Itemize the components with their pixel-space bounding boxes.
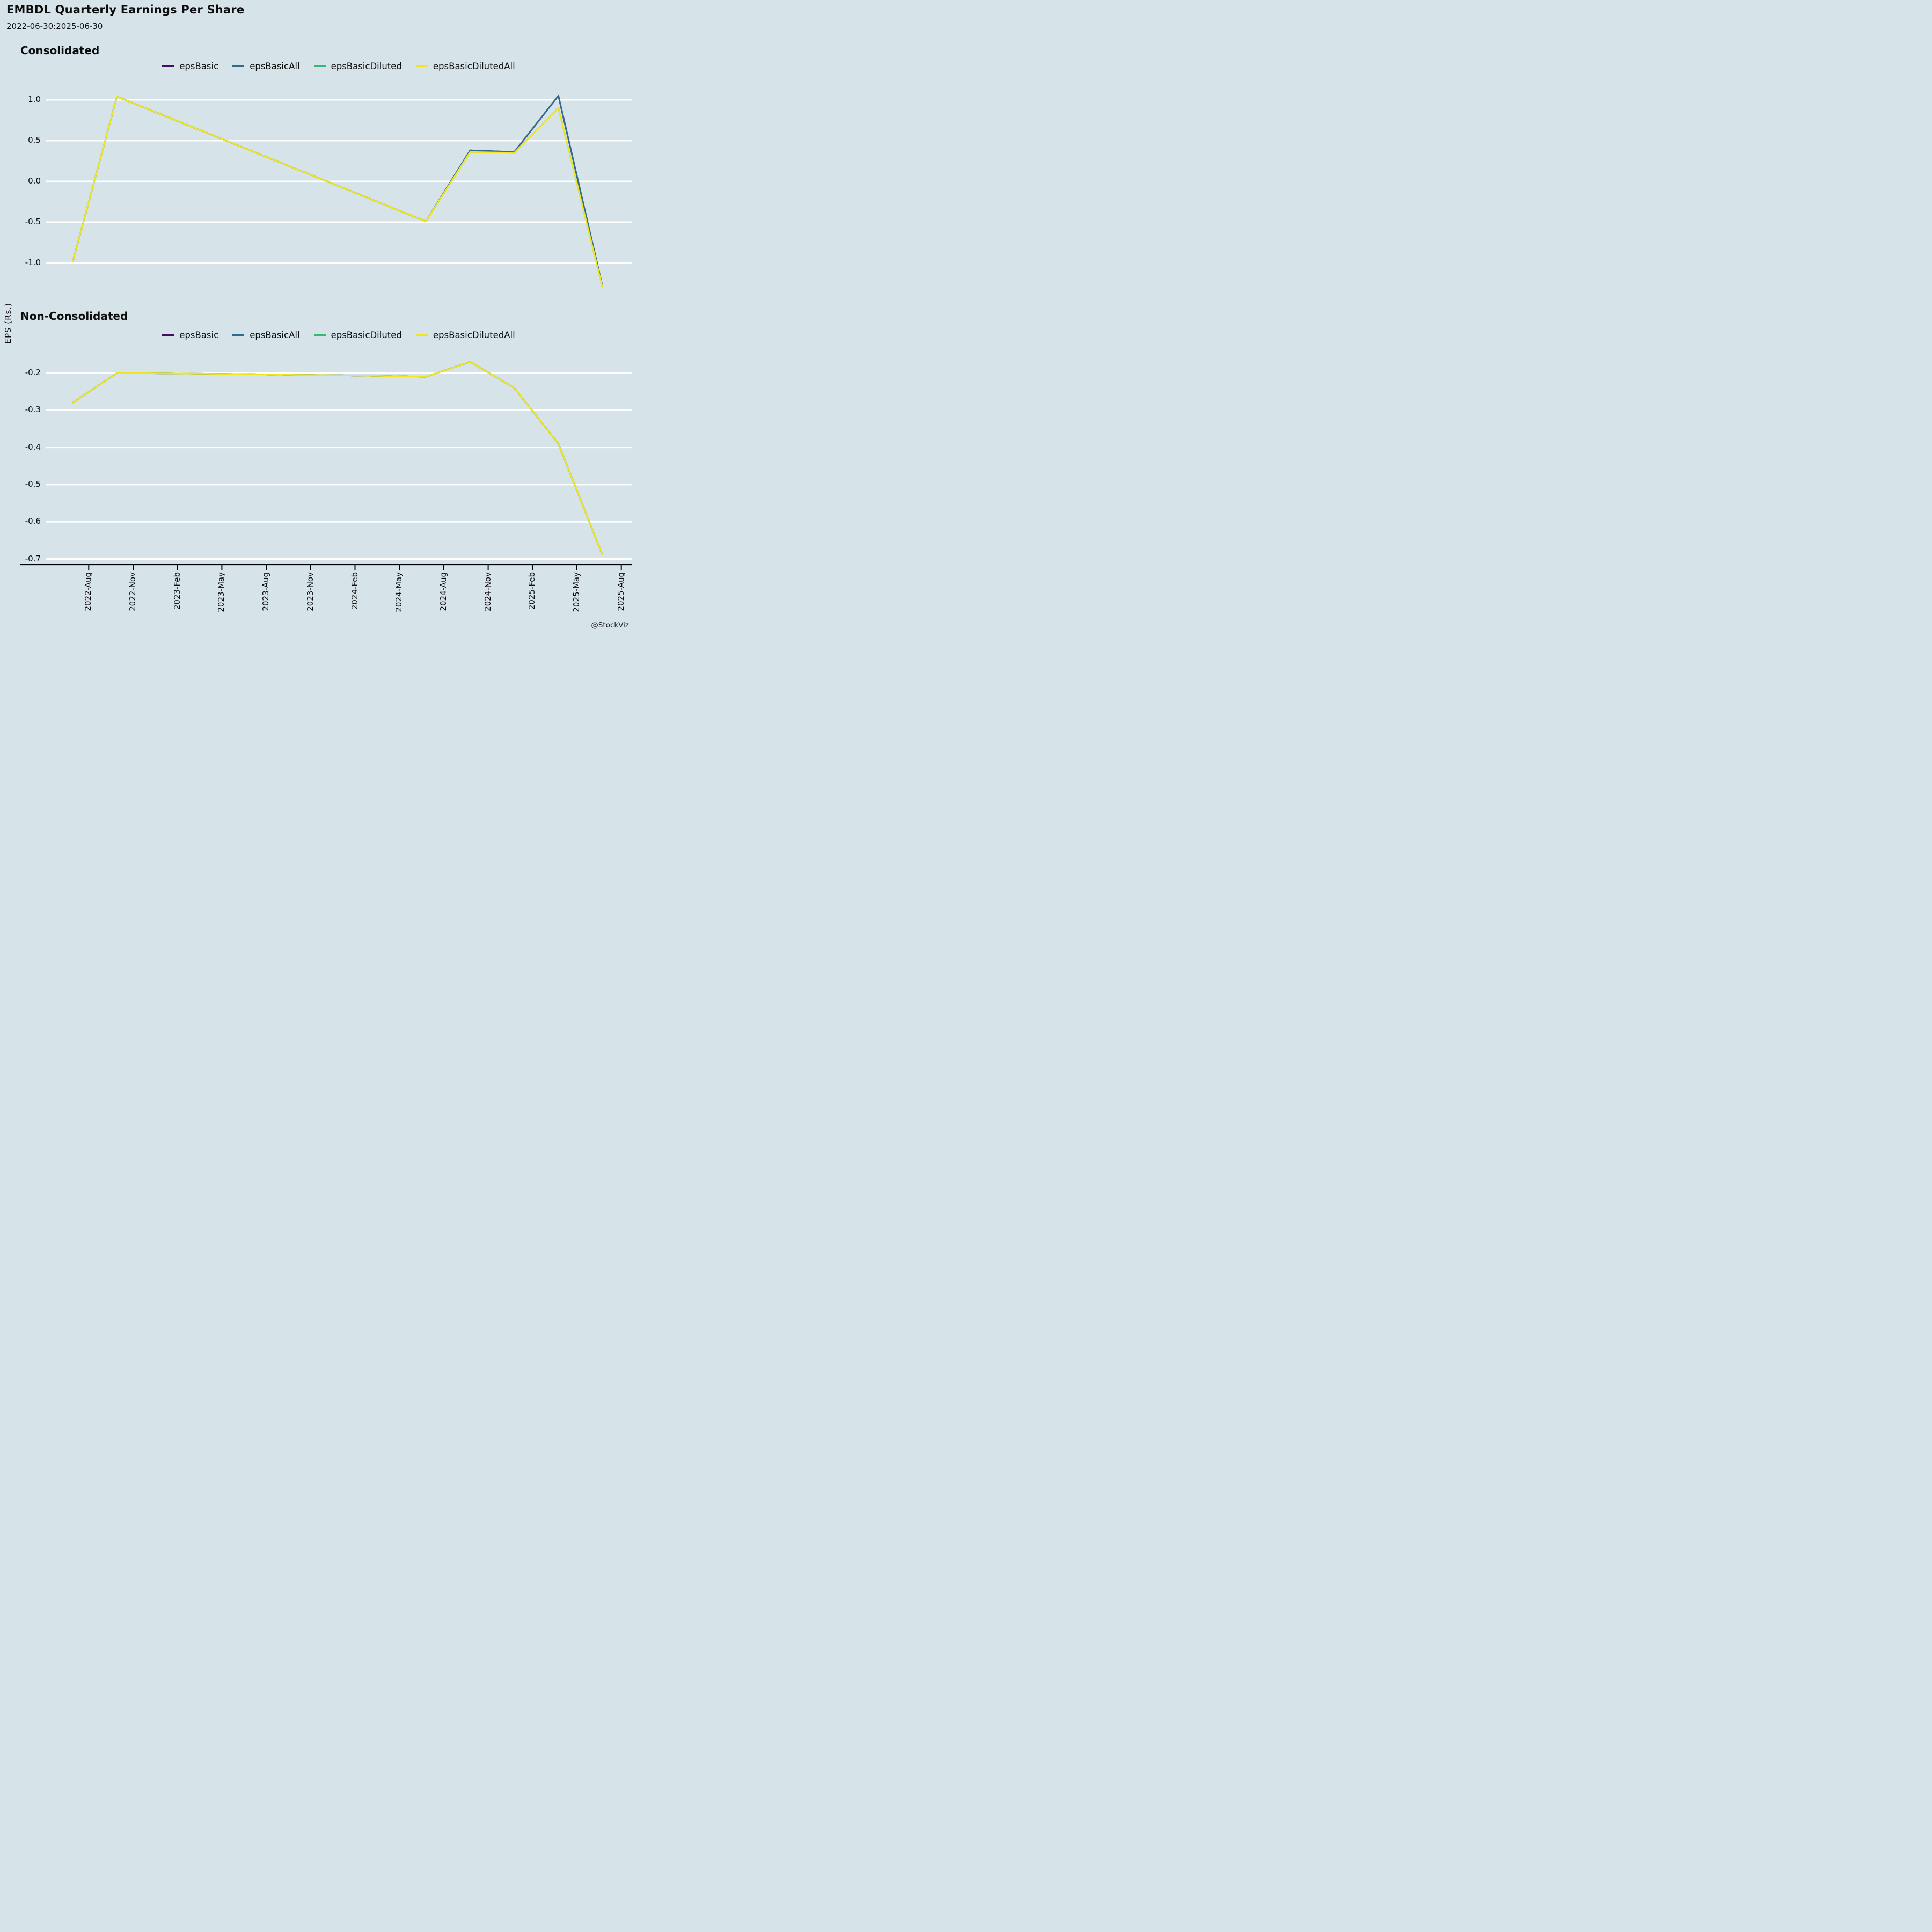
x-tick-label: 2025-Aug — [616, 572, 626, 611]
x-tick-label: 2022-Nov — [128, 572, 137, 611]
legend-item-epsBasicDilutedAll: epsBasicDilutedAll — [415, 330, 515, 340]
legend-swatch-icon — [162, 334, 174, 336]
series-line-epsBasicDilutedAll — [72, 361, 604, 556]
legend-label: epsBasicDilutedAll — [433, 330, 515, 340]
non-consolidated-legend: epsBasic epsBasicAll epsBasicDiluted epsBas… — [46, 330, 632, 340]
legend-swatch-icon — [313, 334, 326, 336]
chart-canvas — [20, 94, 632, 570]
legend-label: epsBasic — [179, 330, 219, 340]
legend-label: epsBasicDiluted — [331, 330, 402, 340]
legend-item-epsBasic: epsBasic — [162, 61, 218, 71]
series-line-epsBasicDiluted — [72, 361, 604, 556]
legend-label: epsBasic — [179, 61, 219, 71]
x-tick-label: 2025-Feb — [527, 572, 537, 610]
y-tick-label: -0.7 — [25, 553, 41, 564]
y-tick-label: -0.3 — [25, 405, 41, 415]
y-tick-label: -0.4 — [25, 442, 41, 452]
legend-swatch-icon — [232, 65, 245, 68]
legend-swatch-icon — [232, 334, 245, 336]
y-tick-label: -0.5 — [25, 479, 41, 489]
x-tick-label: 2024-Aug — [438, 572, 448, 611]
x-tick-label: 2022-Aug — [83, 572, 93, 611]
y-tick-label: 1.0 — [28, 94, 41, 104]
x-tick-label: 2023-Nov — [305, 572, 315, 611]
y-tick-label: 0.0 — [28, 176, 41, 186]
legend-item-epsBasic: epsBasic — [162, 330, 218, 340]
consolidated-section-title: Consolidated — [20, 44, 100, 57]
x-tick-label: 2023-Aug — [261, 572, 271, 611]
series-line-epsBasicDiluted — [72, 96, 604, 288]
legend-item-epsBasicAll: epsBasicAll — [232, 330, 300, 340]
legend-label: epsBasicAll — [250, 61, 300, 71]
y-axis-label: EPS (Rs.) — [3, 303, 13, 344]
series-line-epsBasicAll — [72, 361, 604, 556]
y-tick-label: -0.2 — [25, 368, 41, 377]
consolidated-legend: epsBasic epsBasicAll epsBasicDiluted epsBas… — [46, 61, 632, 71]
y-tick-label: 0.5 — [28, 135, 41, 145]
x-tick-label: 2023-May — [216, 572, 226, 612]
series-line-epsBasic — [72, 94, 604, 287]
figure: EMBDL Quarterly Earnings Per Share 2022-… — [0, 0, 644, 644]
x-tick-label: 2024-Nov — [482, 572, 493, 611]
y-tick-label: -0.6 — [25, 516, 41, 526]
legend-swatch-icon — [162, 65, 174, 68]
legend-label: epsBasicDiluted — [331, 61, 402, 71]
x-tick-label: 2025-May — [572, 572, 581, 612]
legend-swatch-icon — [313, 65, 326, 68]
legend-item-epsBasicDiluted: epsBasicDiluted — [313, 330, 402, 340]
y-tick-label: -0.5 — [25, 217, 41, 226]
legend-item-epsBasicDiluted: epsBasicDiluted — [313, 61, 402, 71]
legend-item-epsBasicAll: epsBasicAll — [232, 61, 300, 71]
watermark: @StockViz — [591, 621, 629, 630]
series-line-epsBasicAll — [72, 94, 604, 287]
y-tick-label: -1.0 — [25, 258, 41, 267]
series-line-epsBasic — [72, 361, 604, 556]
non-consolidated-section-title: Non-Consolidated — [20, 310, 128, 323]
legend-swatch-icon — [415, 334, 428, 336]
legend-swatch-icon — [415, 65, 428, 68]
date-range-subtitle: 2022-06-30:2025-06-30 — [6, 21, 103, 31]
x-tick-label: 2024-May — [394, 572, 404, 612]
legend-item-epsBasicDilutedAll: epsBasicDilutedAll — [415, 61, 515, 71]
series-line-epsBasicDilutedAll — [72, 96, 604, 288]
x-tick-label: 2023-Feb — [172, 572, 182, 610]
legend-label: epsBasicDilutedAll — [433, 61, 515, 71]
x-tick-label: 2024-Feb — [349, 572, 360, 610]
legend-label: epsBasicAll — [250, 330, 300, 340]
page-title: EMBDL Quarterly Earnings Per Share — [6, 3, 245, 16]
